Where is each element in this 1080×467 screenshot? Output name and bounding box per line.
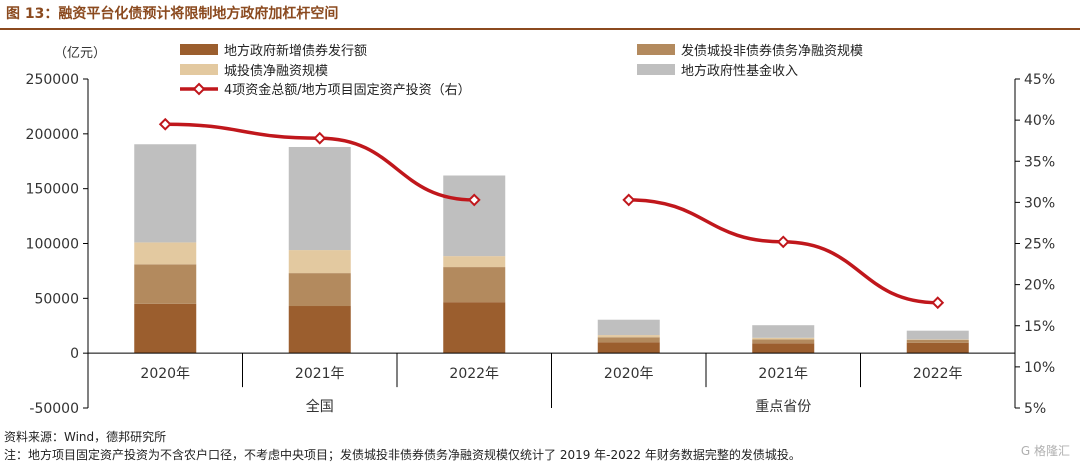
ratio-line-marker xyxy=(776,235,790,249)
legend-label: 发债城投非债券债务净融资规模 xyxy=(681,43,863,59)
bar-segment xyxy=(906,339,969,341)
left-tick-label: 50000 xyxy=(34,291,79,307)
figure-title: 图 13：融资平台化债预计将限制地方政府加杠杆空间 xyxy=(6,6,339,22)
category-label: 2022年 xyxy=(913,366,963,382)
bar-segment xyxy=(906,340,969,343)
bar-segment xyxy=(134,144,197,243)
bar-segment xyxy=(134,242,197,265)
ratio-line-marker xyxy=(931,296,945,310)
right-tick-label: 15% xyxy=(1024,319,1055,335)
left-tick-label: 100000 xyxy=(26,237,79,253)
left-tick-label: 250000 xyxy=(26,72,79,88)
bar-segment xyxy=(597,342,660,354)
bar-segment xyxy=(597,335,660,338)
bar-segment xyxy=(906,330,969,340)
legend-label: 4项资金总额/地方项目固定资产投资（右） xyxy=(224,82,471,98)
watermark-logo: G 格隆汇 xyxy=(1020,444,1070,458)
bar-segment xyxy=(288,306,351,354)
bar-segment xyxy=(288,250,351,274)
legend-swatch xyxy=(637,64,675,75)
group-label: 重点省份 xyxy=(755,399,811,415)
right-tick-label: 10% xyxy=(1024,360,1055,376)
right-tick-label: 30% xyxy=(1024,195,1055,211)
bar-segment xyxy=(752,325,815,338)
right-tick-label: 40% xyxy=(1024,113,1055,129)
left-tick-label: 0 xyxy=(70,346,79,362)
ratio-line-marker xyxy=(622,193,636,207)
stacked-bar-line-chart: -50000 0 50000 100000 150000 200000 250000 （亿元）… xyxy=(26,43,1056,417)
left-axis-unit: （亿元） xyxy=(54,46,106,61)
right-tick-label: 35% xyxy=(1024,154,1055,170)
legend-label: 地方政府性基金收入 xyxy=(681,63,798,79)
bar-segment xyxy=(597,337,660,343)
right-tick-label: 45% xyxy=(1024,72,1055,88)
title-divider xyxy=(0,28,1080,30)
right-tick-label: 5% xyxy=(1024,401,1046,417)
bar-segment xyxy=(752,337,815,340)
group-label: 全国 xyxy=(306,398,334,415)
legend-label: 地方政府新增债券发行额 xyxy=(224,43,367,59)
bar-segment xyxy=(134,264,197,304)
ratio-line-marker xyxy=(313,131,327,145)
bar-segment xyxy=(597,319,660,336)
category-label: 2021年 xyxy=(295,366,345,382)
right-tick-label: 25% xyxy=(1024,237,1055,253)
bar-segment xyxy=(752,343,815,354)
bar-segment xyxy=(288,146,351,251)
category-label: 2022年 xyxy=(449,366,499,382)
bar-segment xyxy=(288,273,351,307)
left-tick-label: 150000 xyxy=(26,182,79,198)
bar-segment xyxy=(443,267,506,303)
source-note: 资料来源：Wind，德邦研究所 xyxy=(4,430,167,444)
legend-swatch xyxy=(637,44,675,55)
figure-title-bar: 图 13：融资平台化债预计将限制地方政府加杠杆空间 xyxy=(0,0,1080,26)
bar-segment xyxy=(443,302,506,354)
category-label: 2021年 xyxy=(758,366,808,382)
right-tick-label: 20% xyxy=(1024,278,1055,294)
footnote: 注：地方项目固定资产投资为不含农户口径，不考虑中央项目；发债城投非债券债务净融资… xyxy=(4,448,801,462)
legend-swatch xyxy=(180,64,218,75)
legend-swatch xyxy=(180,44,218,55)
bar-segment xyxy=(134,303,197,354)
left-tick-label: 200000 xyxy=(26,127,79,143)
bar-segment xyxy=(443,256,506,268)
ratio-line-marker xyxy=(158,117,172,131)
left-tick-label: -50000 xyxy=(29,401,79,417)
bar-segment xyxy=(443,175,506,257)
ratio-line-marker xyxy=(467,193,481,207)
bar-segment xyxy=(752,339,815,344)
ratio-line-segment xyxy=(628,198,938,305)
category-label: 2020年 xyxy=(140,366,190,382)
bar-segment xyxy=(906,342,969,354)
legend-label: 城投债净融资规模 xyxy=(224,63,328,79)
legend-line-marker xyxy=(192,82,206,96)
category-label: 2020年 xyxy=(604,366,654,382)
